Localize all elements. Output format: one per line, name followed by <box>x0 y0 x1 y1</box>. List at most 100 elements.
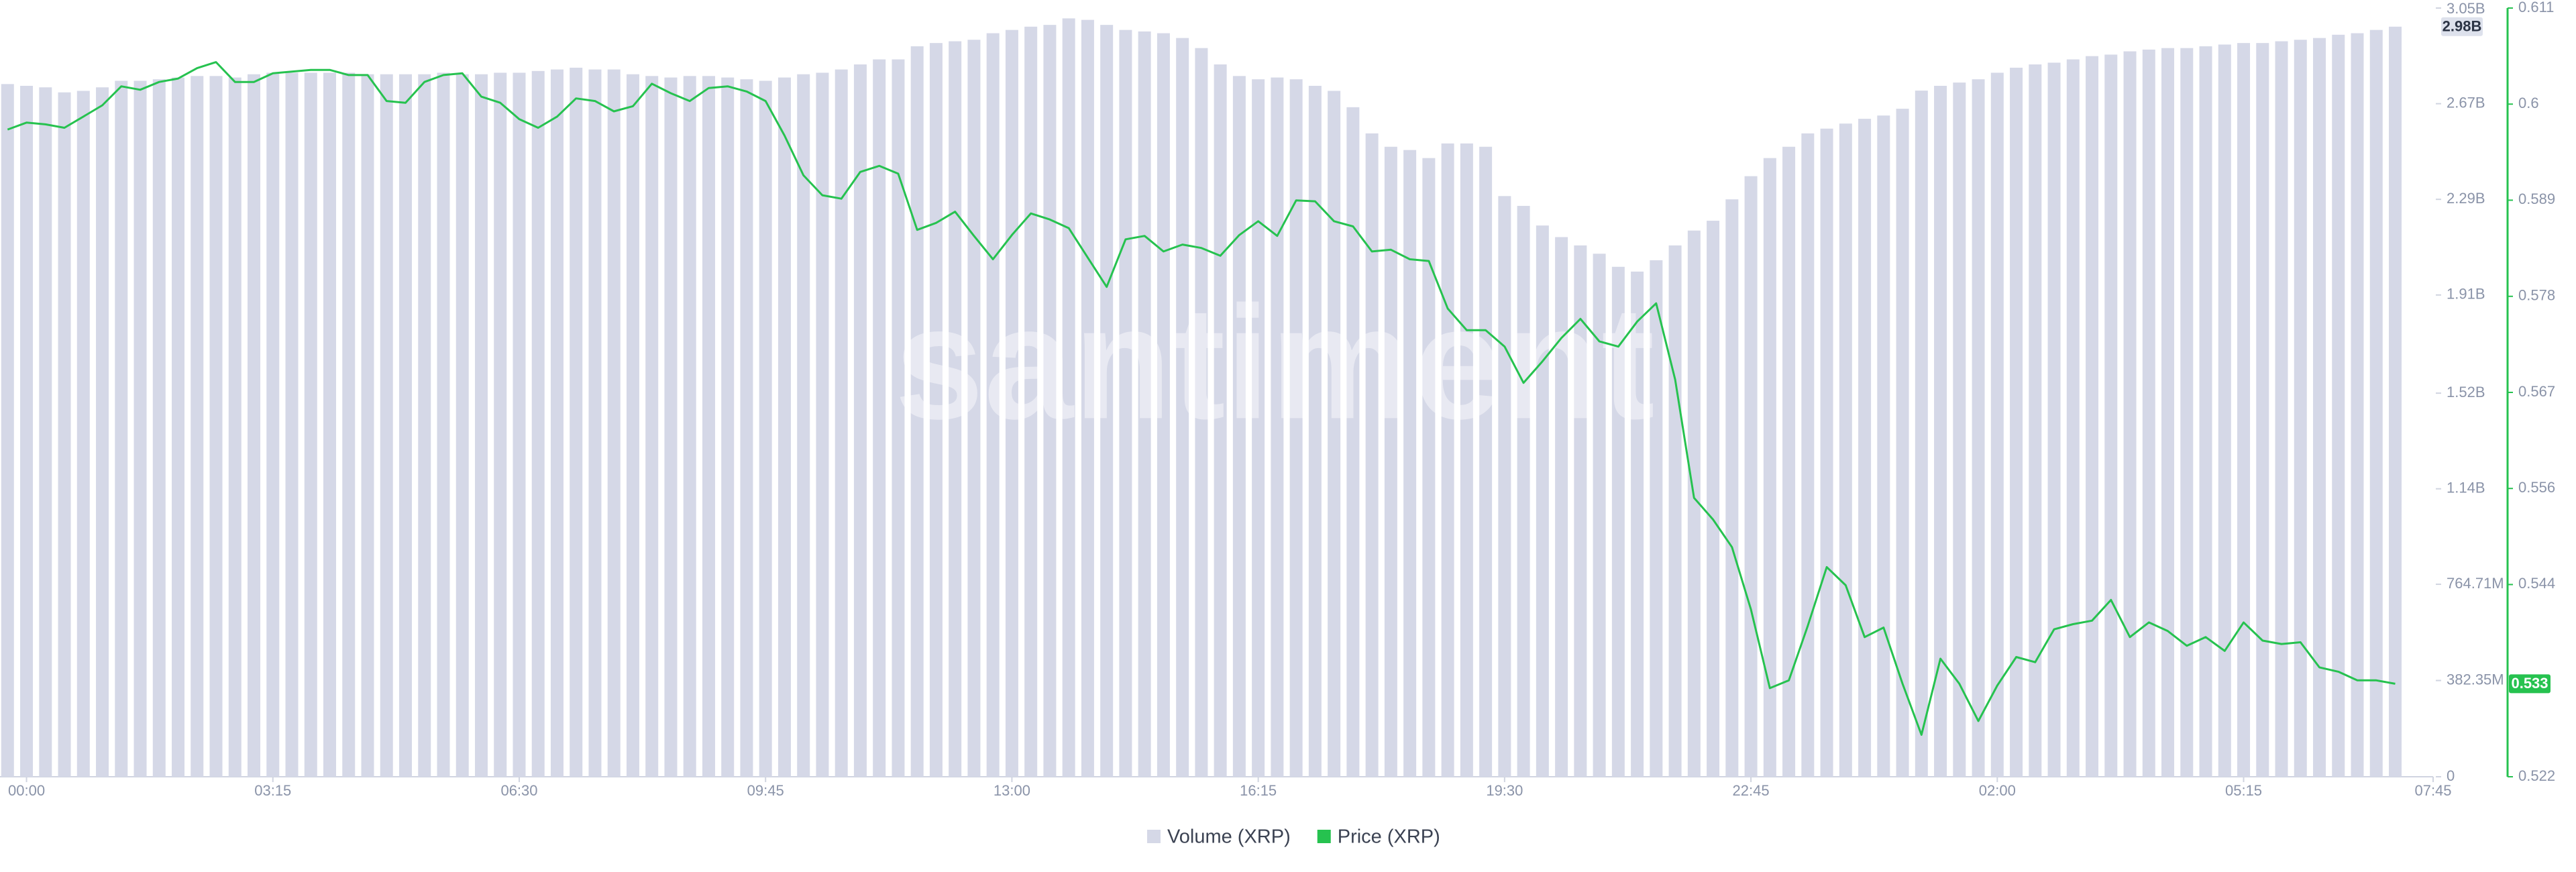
volume-bar <box>2275 41 2288 777</box>
volume-bar <box>76 91 90 777</box>
volume-bar <box>1687 230 1701 777</box>
volume-bar <box>702 76 715 777</box>
volume-bar <box>1839 123 1852 777</box>
volume-bar <box>967 40 981 777</box>
volume-bar <box>437 72 450 777</box>
x-tick-label: 19:30 <box>1486 782 1523 799</box>
volume-bar <box>266 72 280 777</box>
volume-bar <box>645 76 659 777</box>
volume-bar <box>152 79 166 777</box>
volume-bar <box>2010 67 2023 777</box>
volume-bar <box>2332 34 2345 777</box>
legend-swatch <box>1147 830 1161 843</box>
volume-bar <box>1536 225 1549 777</box>
volume-bar <box>1 84 14 777</box>
y2-tick-label: 0.544 <box>2518 575 2555 592</box>
volume-bar <box>986 33 1000 777</box>
volume-badge-label: 2.98B <box>2443 18 2482 35</box>
y2-tick-label: 0.556 <box>2518 479 2555 496</box>
volume-bar <box>2086 56 2099 777</box>
volume-bar <box>1176 38 1189 777</box>
volume-bar <box>1271 77 1284 777</box>
volume-bar <box>1934 85 1947 777</box>
volume-bar <box>873 59 886 777</box>
volume-bar <box>759 80 772 777</box>
volume-bar <box>474 74 488 777</box>
volume-bar <box>853 64 867 777</box>
volume-bar <box>683 76 696 777</box>
price-badge <box>2509 674 2551 694</box>
volume-bar <box>1593 254 1606 777</box>
volume-bar <box>1403 150 1417 777</box>
volume-bar <box>1707 221 1720 777</box>
volume-bar <box>304 72 317 777</box>
volume-bar <box>1441 143 1454 777</box>
y-tick-label: 382.35M <box>2447 671 2504 688</box>
x-tick-label: 16:15 <box>1240 782 1277 799</box>
volume-bar <box>1953 83 1966 777</box>
volume-bar <box>2369 30 2383 777</box>
volume-bar <box>2218 44 2231 777</box>
volume-bar <box>1308 85 1322 777</box>
volume-bar <box>455 74 469 777</box>
legend-label: Price (XRP) <box>1338 826 1440 848</box>
volume-bar <box>1346 107 1360 777</box>
x-tick-label: 02:00 <box>1979 782 2016 799</box>
volume-bar <box>1820 128 1833 777</box>
volume-bar <box>248 74 261 777</box>
y-tick-label: 1.14B <box>2447 480 2485 496</box>
volume-bar <box>58 92 71 777</box>
x-tick-label: 05:15 <box>2225 782 2262 799</box>
volume-bar <box>1877 115 1890 777</box>
volume-bar <box>1005 30 1018 777</box>
volume-bar <box>96 87 109 777</box>
volume-bar <box>2161 48 2175 777</box>
volume-bar <box>380 74 393 777</box>
volume-bar <box>2237 43 2251 777</box>
volume-bar <box>39 87 52 777</box>
y-tick-label: 764.71M <box>2447 575 2504 592</box>
volume-bar <box>1668 245 1682 777</box>
volume-bar <box>1801 133 1815 777</box>
volume-badge <box>2441 17 2483 36</box>
volume-bar <box>949 41 962 777</box>
volume-bar <box>1631 271 1644 777</box>
volume-bar <box>607 69 621 777</box>
volume-bar <box>2199 46 2212 777</box>
volume-bar <box>115 80 128 777</box>
x-tick-label: 03:15 <box>254 782 291 799</box>
price-badge-label: 0.533 <box>2511 675 2548 692</box>
y2-tick-label: 0.589 <box>2518 190 2555 207</box>
volume-bar <box>1460 143 1473 777</box>
volume-bar <box>1365 133 1379 777</box>
y-tick-label: 3.05B <box>2447 0 2485 17</box>
volume-bar <box>835 69 848 777</box>
x-tick-label: 06:30 <box>500 782 537 799</box>
volume-bar <box>2313 38 2326 777</box>
volume-bar <box>1328 91 1341 777</box>
volume-bar <box>664 77 678 777</box>
volume-bar <box>2180 48 2194 777</box>
volume-bar <box>1100 25 1114 777</box>
volume-bar <box>1138 31 1151 777</box>
volume-bar <box>740 79 753 777</box>
volume-bar <box>892 59 905 777</box>
volume-bar <box>172 77 185 777</box>
volume-bar <box>1384 146 1397 777</box>
volume-bar <box>323 72 337 777</box>
volume-bar <box>2066 59 2080 777</box>
volume-bar <box>1232 76 1246 777</box>
volume-bar <box>2351 33 2364 777</box>
volume-bar <box>2029 64 2042 777</box>
volume-bar <box>1498 196 1511 777</box>
volume-bar <box>399 74 412 777</box>
volume-bar <box>1782 146 1796 777</box>
watermark: santiment <box>894 272 1655 452</box>
volume-bar <box>797 74 810 777</box>
volume-bar <box>1043 25 1057 777</box>
volume-bar <box>2294 40 2307 777</box>
volume-bar <box>626 74 639 777</box>
legend-swatch <box>1317 830 1331 843</box>
volume-bar <box>1725 199 1739 777</box>
volume-bar <box>1896 109 1909 777</box>
